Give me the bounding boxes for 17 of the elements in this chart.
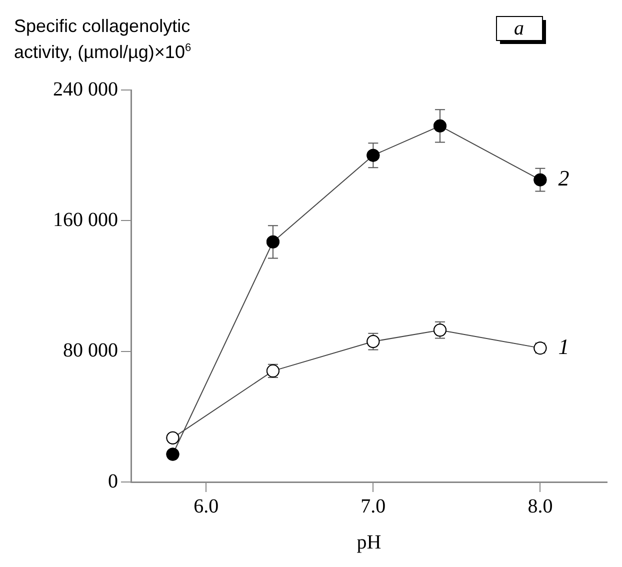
y-tick-label: 160 000 xyxy=(53,208,118,231)
x-tick-label: 6.0 xyxy=(194,495,219,518)
y-tick-label: 80 000 xyxy=(63,340,118,362)
y-tick-label: 240 000 xyxy=(53,78,118,100)
x-tick-label: 7.0 xyxy=(360,495,386,518)
point xyxy=(266,235,280,248)
point xyxy=(166,448,180,461)
series-label: 2 xyxy=(558,166,570,191)
point xyxy=(433,119,446,132)
point xyxy=(534,173,547,186)
y-tick-label: 0 xyxy=(108,470,118,492)
x-axis-title: pH xyxy=(356,531,382,554)
text: a xyxy=(514,17,524,40)
series-label: 1 xyxy=(558,334,570,359)
x-tick-label: 8.0 xyxy=(528,495,553,518)
point xyxy=(166,431,180,444)
point xyxy=(366,148,380,162)
